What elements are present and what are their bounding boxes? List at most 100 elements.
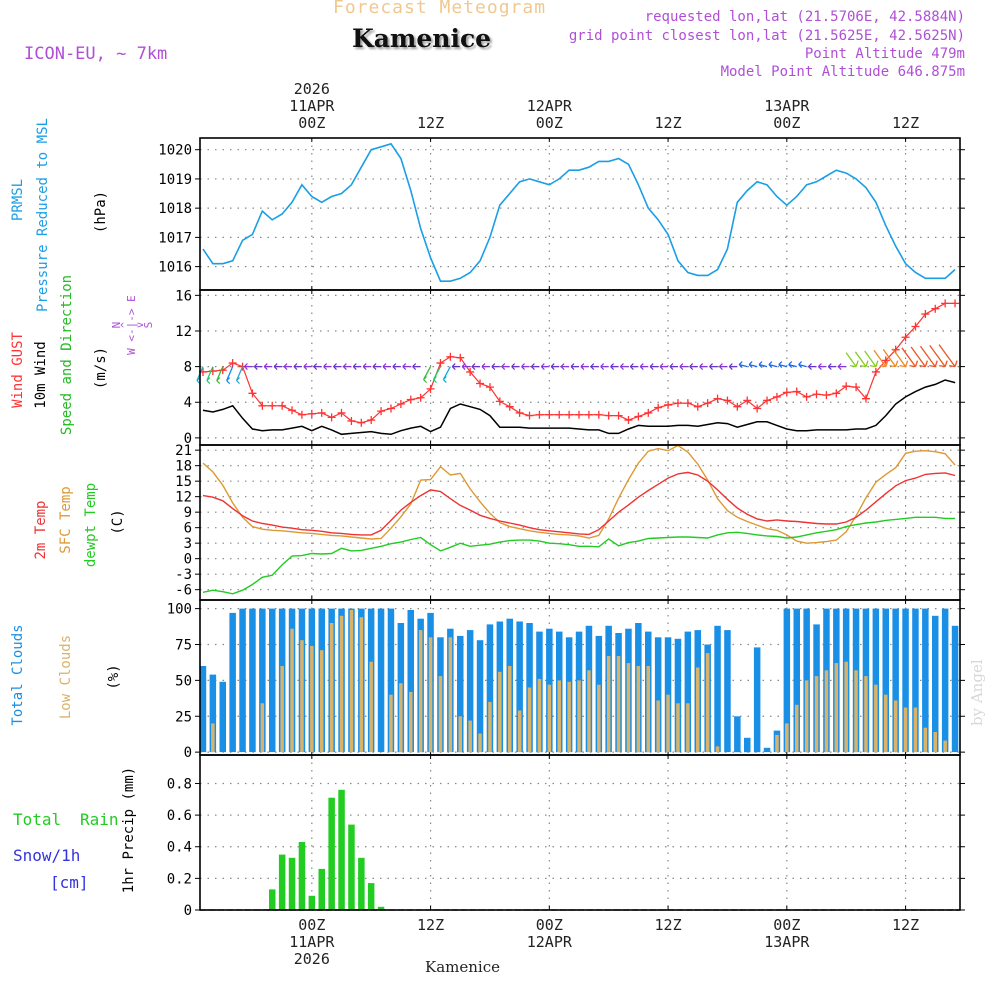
total-cloud-bar (259, 608, 266, 753)
wind-arrowhead (531, 363, 535, 371)
wind-arrowhead (491, 363, 496, 371)
wind-arrowhead (879, 360, 889, 368)
wind-direction-arrow (216, 366, 224, 381)
low-cloud-bar (814, 676, 819, 753)
total-cloud-bar (753, 647, 761, 753)
wind-arrowhead (738, 361, 743, 369)
wind-arrowhead (362, 363, 367, 371)
temp-2m-line (202, 471, 956, 536)
gust-marker (624, 416, 633, 425)
wind-arrowhead (728, 363, 733, 371)
wind-arrowhead (849, 360, 859, 368)
wind-arrowhead (263, 363, 268, 371)
wind-arrowhead (550, 363, 555, 371)
low-cloud-bar (884, 694, 888, 753)
panel-pressure: 1016 1017 1018 1019 1020 (158, 137, 965, 291)
wind-arrowhead (709, 363, 713, 371)
compass-down: v (135, 322, 146, 328)
time-label-bottom: 12Z (892, 916, 919, 934)
dewpt-line (202, 516, 956, 595)
gust-marker (782, 388, 791, 397)
wind-direction-arrow (882, 349, 897, 367)
low-cloud-bar (310, 645, 314, 753)
gust-marker (485, 383, 494, 392)
low-cloud-bar (864, 676, 868, 753)
total-cloud-bar (674, 638, 682, 753)
wind-direction-arrow (423, 366, 432, 380)
wind-arrowhead (501, 363, 506, 371)
y-tick-label: 18 (175, 459, 192, 475)
wind-direction-arrow (938, 344, 956, 367)
wind-speed-line (202, 379, 956, 436)
wind-direction-arrow (442, 366, 451, 380)
low-cloud-bar (498, 671, 502, 753)
panel-precip: 0 0.2 0.4 0.6 0.8 (167, 754, 965, 919)
gust-marker (555, 410, 564, 419)
wind-arrowhead (837, 363, 842, 371)
wind-direction-arrow (845, 352, 857, 367)
total-cloud-bar (219, 681, 226, 753)
gust-marker (634, 412, 643, 421)
model-name: ICON-EU, ~ 7km (24, 44, 168, 64)
gust-marker (822, 391, 831, 400)
low-cloud-bar (705, 653, 710, 753)
wind-direction-arrow (910, 346, 926, 367)
low-cloud-bar (409, 691, 413, 753)
low-cloud-bar (834, 663, 839, 753)
wind-arrowhead (817, 363, 822, 371)
gust-marker (614, 411, 623, 420)
gust-marker (367, 416, 376, 425)
low-cloud-bar (824, 670, 829, 753)
low-cloud-bar (577, 680, 581, 753)
y-tick-label: 15 (175, 474, 192, 490)
gust-marker (535, 410, 544, 419)
wind-arrowhead (869, 360, 879, 368)
wind-arrowhead (899, 360, 909, 368)
rain-bar (298, 842, 306, 910)
wind-arrowhead (699, 363, 704, 371)
wind-arrowhead (600, 363, 605, 371)
low-cloud-bar (488, 701, 492, 753)
time-label-bottom: 00Z (536, 916, 563, 934)
low-cloud-bar (468, 720, 472, 753)
wind-arrowhead (511, 363, 516, 371)
total-cloud-bar (882, 608, 889, 753)
wind-gust-line (202, 302, 956, 424)
y-tick-label: 0 (184, 903, 192, 919)
gust-marker (406, 395, 415, 404)
y-tick-label: -3 (175, 567, 192, 583)
wind-arrowhead (372, 363, 377, 371)
sfc-label: SFC Temp (58, 486, 74, 553)
footer-location: Kamenice (425, 958, 500, 976)
y-tick-label: 9 (184, 505, 192, 521)
low-cloud-bar (597, 684, 601, 753)
wind-direction-arrow (864, 350, 877, 367)
chart-title: Forecast Meteogram (333, 0, 547, 18)
panel-frame (199, 754, 961, 911)
wind-direction-arrow (432, 366, 442, 380)
total-cloud-bar (763, 747, 771, 753)
gust-marker (901, 333, 910, 342)
low-cloud-bar (587, 670, 591, 753)
wind-arrowhead (236, 377, 240, 385)
wind-arrowhead (798, 361, 803, 369)
rain-bar (377, 906, 385, 910)
y-tick-label: -6 (175, 583, 192, 599)
wind-arrowhead (423, 376, 427, 384)
total-cloud-bar (209, 674, 217, 753)
wind-arrowhead (451, 363, 456, 371)
wind-direction-arrow (854, 351, 867, 367)
model-altitude: Model Point Altitude 646.875m (720, 64, 965, 80)
low-cloud-bar (656, 700, 660, 753)
compass-up: ^ (120, 322, 131, 328)
gust-marker (208, 367, 217, 376)
low-cloud-bar (923, 727, 928, 753)
time-label-bottom: 00Z (298, 916, 325, 934)
total-clouds-label: Total Clouds (10, 624, 26, 725)
gust-marker (743, 396, 752, 405)
gust-marker (317, 408, 326, 417)
y-tick-label: 25 (175, 709, 192, 725)
wind-arrowhead (560, 363, 565, 371)
wind-arrowhead (948, 360, 958, 368)
gust-marker (307, 409, 316, 418)
